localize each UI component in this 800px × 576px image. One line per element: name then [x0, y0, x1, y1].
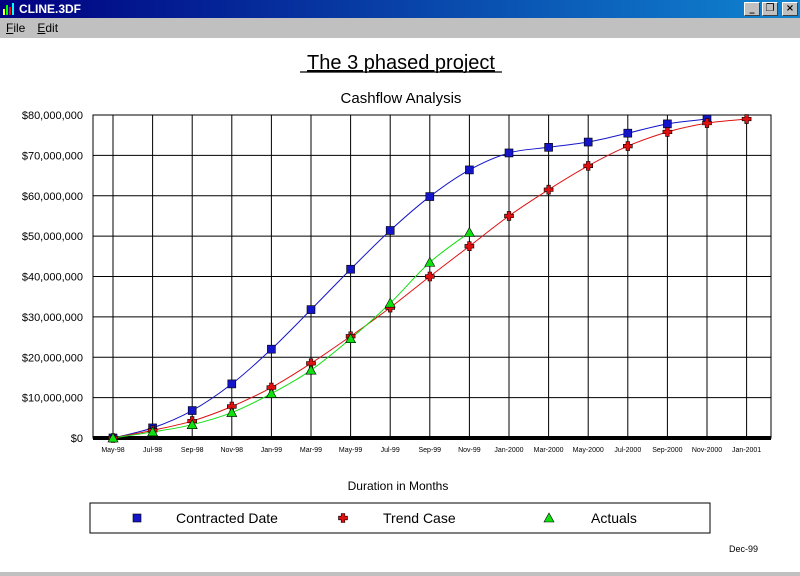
data-point [741, 114, 752, 124]
data-point [424, 256, 436, 267]
legend-marker [543, 512, 555, 523]
data-point [702, 118, 712, 128]
legend-marker [338, 513, 348, 523]
chart-title: The 3 phased project [307, 52, 495, 74]
data-point [187, 406, 197, 415]
y-tick-label: $60,000,000 [22, 191, 83, 203]
y-tick-label: $70,000,000 [22, 150, 83, 162]
plot-area: $0 $10,000,000 $20,000,000 $30,000,000 $40,0… [22, 110, 772, 454]
chart-app-icon[interactable] [2, 2, 16, 16]
data-point [583, 137, 593, 147]
data-point [147, 426, 159, 437]
chart-canvas: The 3 phased project Cashflow Analysis $… [0, 38, 800, 572]
data-point [465, 165, 474, 175]
data-point [544, 143, 553, 152]
restore-button[interactable]: ❐ [762, 2, 778, 16]
legend-label: Contracted Date [176, 510, 278, 526]
close-button[interactable]: × [782, 2, 798, 16]
data-point [305, 364, 317, 375]
y-tick-label: $10,000,000 [22, 393, 83, 405]
y-tick-label: $20,000,000 [22, 352, 83, 364]
x-tick-label: Mar-99 [300, 447, 322, 454]
menu-bar: File Edit [0, 18, 800, 38]
data-point [107, 432, 119, 443]
x-tick-label: Sep-98 [181, 447, 204, 454]
x-tick-label: Jan-2000 [494, 447, 523, 454]
data-point [346, 264, 355, 274]
x-tick-label: Mar-2000 [534, 447, 564, 454]
x-tick-label: May-2000 [573, 447, 604, 454]
window-bottom-border [0, 572, 800, 576]
title-bar[interactable]: CLINE.3DF _ ❐ × [0, 0, 800, 18]
data-point [227, 379, 237, 389]
menu-edit[interactable]: Edit [37, 21, 59, 35]
data-point [464, 241, 475, 252]
data-point [463, 226, 475, 237]
x-tick-label: Sep-99 [419, 447, 442, 454]
data-point [226, 406, 238, 417]
x-tick-label: Sep-2000 [652, 447, 682, 454]
x-tick-label: Nov-99 [458, 447, 481, 454]
x-tick-label: Nov-98 [221, 447, 244, 454]
legend-marker [132, 513, 142, 523]
x-tick-label: May-99 [339, 447, 362, 454]
data-point [543, 184, 554, 195]
footer-date: Dec-99 [729, 544, 758, 554]
data-point [384, 297, 396, 308]
window-title: CLINE.3DF [19, 2, 82, 16]
x-tick-label: Jan-99 [261, 447, 283, 454]
series-line [112, 118, 708, 439]
legend: Contracted Date Trend Case Actuals [89, 502, 711, 534]
series-line [112, 232, 470, 439]
legend-label: Actuals [591, 510, 637, 526]
data-point [583, 161, 593, 171]
minimize-button[interactable]: _ [744, 2, 760, 16]
data-point [186, 419, 198, 429]
data-point [425, 271, 435, 282]
menu-file[interactable]: File [6, 21, 26, 35]
y-tick-label: $0 [71, 433, 83, 445]
legend-box [89, 502, 711, 534]
chart-subtitle: Cashflow Analysis [341, 90, 462, 107]
data-point [345, 333, 357, 343]
y-tick-label: $40,000,000 [22, 272, 83, 284]
data-point [267, 344, 276, 354]
data-point [623, 141, 633, 151]
data-point [662, 127, 673, 137]
x-tick-label: Jan-2001 [732, 447, 761, 454]
data-point [504, 211, 514, 221]
data-point [306, 305, 316, 314]
x-tick-label: Nov-2000 [692, 447, 722, 454]
data-point [265, 387, 277, 398]
data-point [623, 128, 633, 138]
data-point [663, 119, 672, 129]
y-tick-label: $80,000,000 [22, 110, 83, 122]
data-point [504, 148, 514, 158]
x-tick-label: Jul-98 [143, 447, 162, 454]
x-tick-label: May-98 [101, 447, 124, 454]
x-tick-label: Jul-2000 [614, 447, 641, 454]
data-point [425, 192, 435, 201]
legend-label: Trend Case [383, 510, 456, 526]
x-tick-label: Jul-99 [381, 447, 400, 454]
x-axis-label: Duration in Months [348, 479, 449, 493]
y-tick-label: $30,000,000 [22, 312, 83, 324]
y-tick-label: $50,000,000 [22, 231, 83, 243]
data-point [385, 226, 395, 235]
cashflow-chart: The 3 phased project Cashflow Analysis $… [22, 52, 772, 554]
